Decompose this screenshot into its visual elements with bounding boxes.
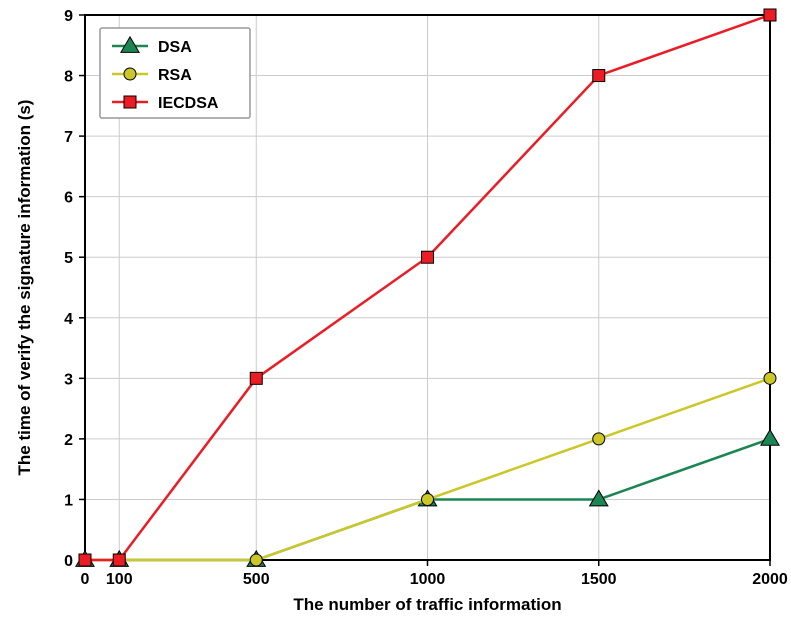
x-axis-label: The number of traffic information xyxy=(293,595,561,614)
y-tick-label: 9 xyxy=(64,8,73,25)
y-tick-label: 1 xyxy=(64,492,73,509)
y-tick-label: 7 xyxy=(64,129,73,146)
legend-label: IECDSA xyxy=(158,95,219,112)
legend-label: DSA xyxy=(158,39,192,56)
x-tick-label: 500 xyxy=(243,571,270,588)
legend: DSA RSA IECDSA xyxy=(100,28,250,118)
x-tick-label: 2000 xyxy=(752,571,788,588)
y-tick-label: 3 xyxy=(64,371,73,388)
y-tick-label: 4 xyxy=(64,311,73,328)
chart-container: 0 100 500 1000 1500 2000 0 1 2 3 4 5 6 7 8 9 The number … xyxy=(0,0,791,635)
y-tick-label: 0 xyxy=(64,553,73,570)
x-tick-label: 1000 xyxy=(410,571,446,588)
y-tick-label: 2 xyxy=(64,432,73,449)
x-tick-label: 0 xyxy=(81,571,90,588)
y-tick-label: 8 xyxy=(64,69,73,86)
line-chart: 0 100 500 1000 1500 2000 0 1 2 3 4 5 6 7 8 9 The number … xyxy=(0,0,791,635)
x-tick-label: 1500 xyxy=(581,571,617,588)
legend-label: RSA xyxy=(158,67,192,84)
y-axis-label: The time of verify the signature informa… xyxy=(15,100,34,476)
y-tick-label: 5 xyxy=(64,250,73,267)
y-tick-label: 6 xyxy=(64,190,73,207)
x-tick-label: 100 xyxy=(106,571,133,588)
